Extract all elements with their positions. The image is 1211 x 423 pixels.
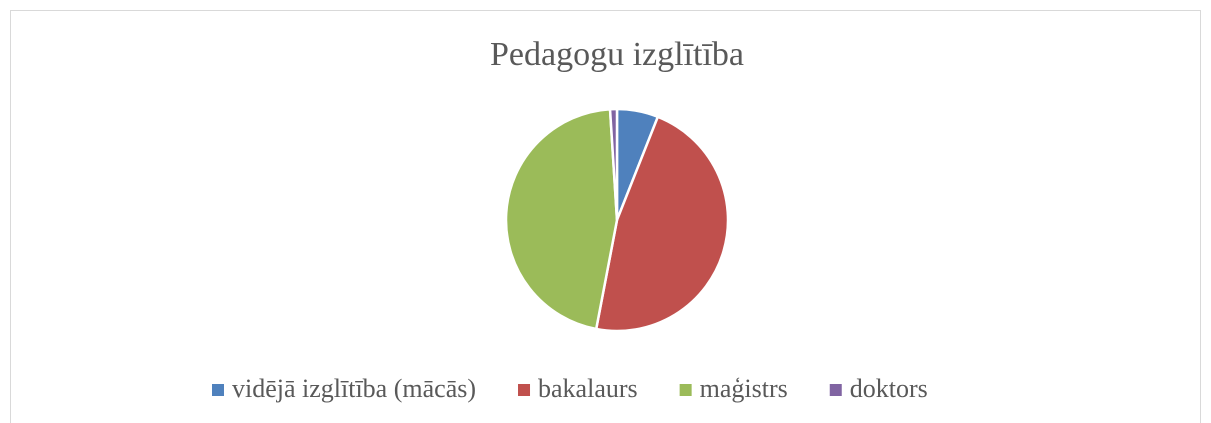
chart-title: Pedagogu izglītība (490, 36, 744, 73)
legend-swatch (679, 384, 692, 396)
legend-swatch (212, 384, 224, 396)
legend-label: doktors (850, 374, 928, 403)
legend-swatch (518, 384, 531, 396)
legend-label: maģistrs (700, 374, 788, 403)
legend-label: bakalaurs (538, 374, 638, 403)
pie-slice (608, 107, 619, 221)
pie-slice (594, 115, 730, 333)
pie-slice (504, 107, 619, 331)
legend-swatch (829, 384, 842, 396)
legend-label: vidējā izglītība (mācās) (232, 374, 476, 403)
